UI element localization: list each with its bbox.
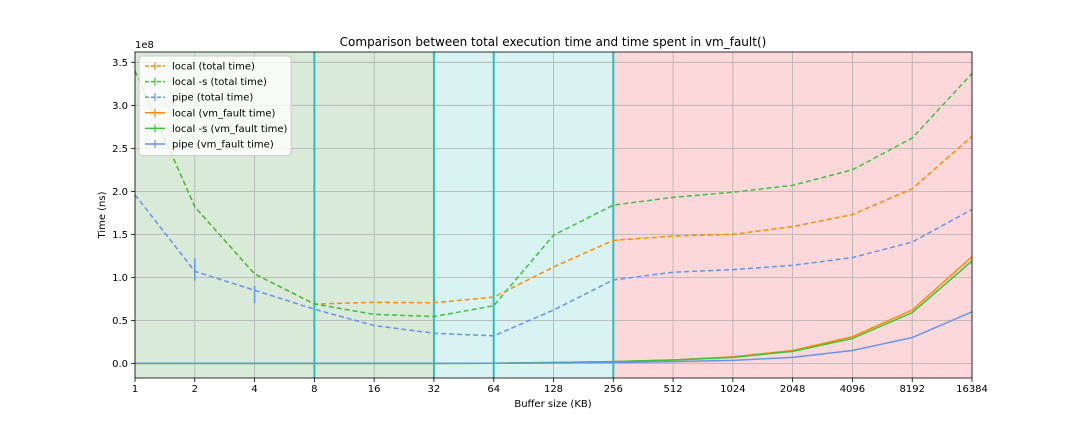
error-bars xyxy=(194,258,256,304)
x-tick-label: 16 xyxy=(368,384,381,395)
series-lines xyxy=(134,70,973,365)
legend-entry: pipe (total time) xyxy=(172,93,253,104)
legend-entry: local -s (vm_fault time) xyxy=(172,124,287,135)
x-tick-label: 8192 xyxy=(899,384,924,395)
y-tick-label: 2.5 xyxy=(112,144,128,155)
legend-entry: pipe (vm_fault time) xyxy=(172,140,274,151)
x-tick-label: 1 xyxy=(132,384,138,395)
legend-entry: local (vm_fault time) xyxy=(172,108,275,119)
legend-box xyxy=(138,55,292,157)
y-scale-multiplier: 1e8 xyxy=(135,40,154,51)
x-tick-label: 256 xyxy=(604,384,623,395)
y-tick-label: 3.5 xyxy=(112,58,128,69)
x-tick-label: 4 xyxy=(251,384,257,395)
x-tick-label: 64 xyxy=(487,384,500,395)
x-tick-label: 2 xyxy=(192,384,198,395)
legend-entry: local -s (total time) xyxy=(172,77,267,88)
y-axis-ticks: 0.0 0.5 1.0 1.5 2.0 2.5 3.0 3.5 xyxy=(112,58,135,370)
x-tick-label: 32 xyxy=(428,384,441,395)
x-tick-label: 512 xyxy=(664,384,683,395)
x-tick-label: 16384 xyxy=(956,384,988,395)
y-tick-label: 0.0 xyxy=(112,359,128,370)
y-tick-label: 3.0 xyxy=(112,101,128,112)
y-tick-label: 0.5 xyxy=(112,316,128,327)
x-tick-label: 128 xyxy=(544,384,563,395)
y-axis-label: Time (ns) xyxy=(97,191,108,239)
vertical-markers xyxy=(313,52,615,378)
legend-entry: local (total time) xyxy=(172,62,255,73)
y-tick-label: 1.5 xyxy=(112,230,128,241)
series-line-2 xyxy=(134,194,973,337)
x-axis-ticks: 1 2 4 8 16 32 64 128 256 512 1024 2048 4096 8192 16384 xyxy=(132,378,988,395)
x-tick-label: 2048 xyxy=(780,384,805,395)
x-tick-label: 1024 xyxy=(720,384,745,395)
region-1 xyxy=(433,52,614,378)
series-line-5 xyxy=(135,311,973,365)
series-line-1 xyxy=(134,70,973,318)
chart-title: Comparison between total execution time … xyxy=(340,35,767,49)
y-tick-label: 2.0 xyxy=(112,187,128,198)
y-tick-label: 1.0 xyxy=(112,273,128,284)
legend: local (total time) local -s (total time) p… xyxy=(138,55,292,157)
x-axis-label: Buffer size (KB) xyxy=(514,399,591,410)
x-tick-label: 4096 xyxy=(840,384,865,395)
x-tick-label: 8 xyxy=(311,384,317,395)
